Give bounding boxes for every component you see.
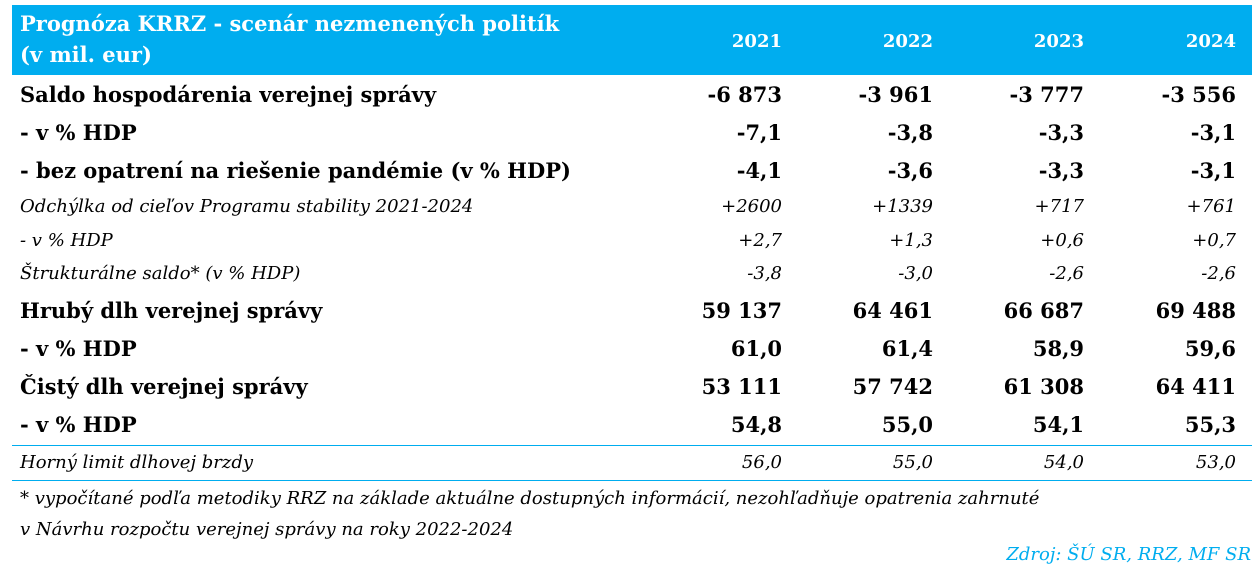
cell-value: 64 411 — [1155, 374, 1236, 399]
row-label: - bez opatrení na riešenie pandémie (v %… — [20, 158, 571, 183]
table-divider — [12, 445, 1252, 446]
cell-value: +1,3 — [889, 230, 933, 251]
cell-value: 56,0 — [741, 452, 782, 473]
table-body: Saldo hospodárenia verejnej správy -6 873… — [12, 75, 1252, 481]
cell-value: +761 — [1186, 196, 1236, 217]
title-line-2: (v mil. eur) — [20, 42, 152, 67]
row-label: Horný limit dlhovej brzdy — [20, 452, 254, 473]
cell-value: 54,0 — [1043, 452, 1084, 473]
table-row: - bez opatrení na riešenie pandémie (v %… — [12, 152, 1252, 190]
cell-value: 58,9 — [1032, 336, 1084, 361]
cell-value: -3,8 — [887, 120, 933, 145]
row-label: - v % HDP — [20, 230, 113, 251]
cell-value: 53 111 — [701, 374, 782, 399]
table-bottom-rule — [12, 480, 1252, 481]
table-row: Horný limit dlhovej brzdy 56,0 55,0 54,0 53,… — [12, 444, 1252, 481]
source-note: Zdroj: ŠÚ SR, RRZ, MF SR — [1006, 544, 1251, 565]
cell-value: +1339 — [872, 196, 933, 217]
table-row: Odchýlka od cieľov Programu stability 20… — [12, 190, 1252, 224]
table-row: Saldo hospodárenia verejnej správy -6 873… — [12, 75, 1252, 114]
row-label: - v % HDP — [20, 120, 137, 145]
cell-value: +2,7 — [738, 230, 782, 251]
cell-value: +0,7 — [1192, 230, 1236, 251]
cell-value: -3,6 — [887, 158, 933, 183]
table-row: - v % HDP +2,7 +1,3 +0,6 +0,7 — [12, 224, 1252, 257]
row-label: - v % HDP — [20, 412, 137, 437]
cell-value: -3 556 — [1161, 82, 1236, 107]
title-line-1: Prognóza KRRZ - scenár nezmenených polit… — [20, 11, 560, 36]
column-header-2022: 2022 — [882, 31, 933, 52]
table-row: Čistý dlh verejnej správy 53 111 57 742 61 … — [12, 368, 1252, 406]
cell-value: -3,8 — [747, 263, 782, 284]
cell-value: +2600 — [721, 196, 782, 217]
table-row: - v % HDP 54,8 55,0 54,1 55,3 — [12, 406, 1252, 444]
footnote-line-2: v Návrhu rozpočtu verejnej správy na rok… — [20, 519, 514, 540]
column-header-2023: 2023 — [1033, 31, 1084, 52]
cell-value: 64 461 — [852, 298, 933, 323]
cell-value: -3,3 — [1038, 120, 1084, 145]
table-row: Hrubý dlh verejnej správy 59 137 64 461 66 … — [12, 291, 1252, 330]
row-label: Odchýlka od cieľov Programu stability 20… — [20, 196, 474, 217]
table-row: - v % HDP 61,0 61,4 58,9 59,6 — [12, 330, 1252, 368]
row-label: Saldo hospodárenia verejnej správy — [20, 82, 437, 107]
row-label: - v % HDP — [20, 336, 137, 361]
cell-value: -2,6 — [1049, 263, 1084, 284]
table-row: Štrukturálne saldo* (v % HDP) -3,8 -3,0 -2,… — [12, 257, 1252, 291]
cell-value: -6 873 — [707, 82, 782, 107]
cell-value: -3,1 — [1190, 158, 1236, 183]
cell-value: 55,3 — [1184, 412, 1236, 437]
cell-value: 54,8 — [730, 412, 782, 437]
cell-value: -3,0 — [898, 263, 933, 284]
cell-value: 53,0 — [1195, 452, 1236, 473]
cell-value: -7,1 — [736, 120, 782, 145]
cell-value: +717 — [1034, 196, 1084, 217]
cell-value: 69 488 — [1155, 298, 1236, 323]
footnote: * vypočítané podľa metodiky RRZ na zákla… — [20, 483, 1250, 545]
table-title: Prognóza KRRZ - scenár nezmenených polit… — [20, 8, 660, 70]
row-label: Čistý dlh verejnej správy — [20, 374, 308, 399]
table-row: - v % HDP -7,1 -3,8 -3,3 -3,1 — [12, 114, 1252, 152]
cell-value: 61,4 — [881, 336, 933, 361]
footnote-line-1: * vypočítané podľa metodiky RRZ na zákla… — [20, 488, 1040, 509]
row-label: Štrukturálne saldo* (v % HDP) — [20, 263, 301, 284]
cell-value: 61 308 — [1003, 374, 1084, 399]
cell-value: 61,0 — [730, 336, 782, 361]
row-label: Hrubý dlh verejnej správy — [20, 298, 323, 323]
cell-value: -4,1 — [736, 158, 782, 183]
cell-value: 55,0 — [892, 452, 933, 473]
table-header: Prognóza KRRZ - scenár nezmenených polit… — [12, 5, 1252, 75]
cell-value: -2,6 — [1201, 263, 1236, 284]
column-header-2021: 2021 — [731, 31, 782, 52]
cell-value: 59,6 — [1184, 336, 1236, 361]
cell-value: 55,0 — [881, 412, 933, 437]
cell-value: -3,3 — [1038, 158, 1084, 183]
cell-value: +0,6 — [1040, 230, 1084, 251]
cell-value: -3 777 — [1009, 82, 1084, 107]
cell-value: 57 742 — [852, 374, 933, 399]
column-header-2024: 2024 — [1185, 31, 1236, 52]
cell-value: 54,1 — [1032, 412, 1084, 437]
cell-value: 59 137 — [701, 298, 782, 323]
forecast-table: Prognóza KRRZ - scenár nezmenených polit… — [12, 5, 1252, 481]
cell-value: -3,1 — [1190, 120, 1236, 145]
cell-value: -3 961 — [858, 82, 933, 107]
cell-value: 66 687 — [1003, 298, 1084, 323]
